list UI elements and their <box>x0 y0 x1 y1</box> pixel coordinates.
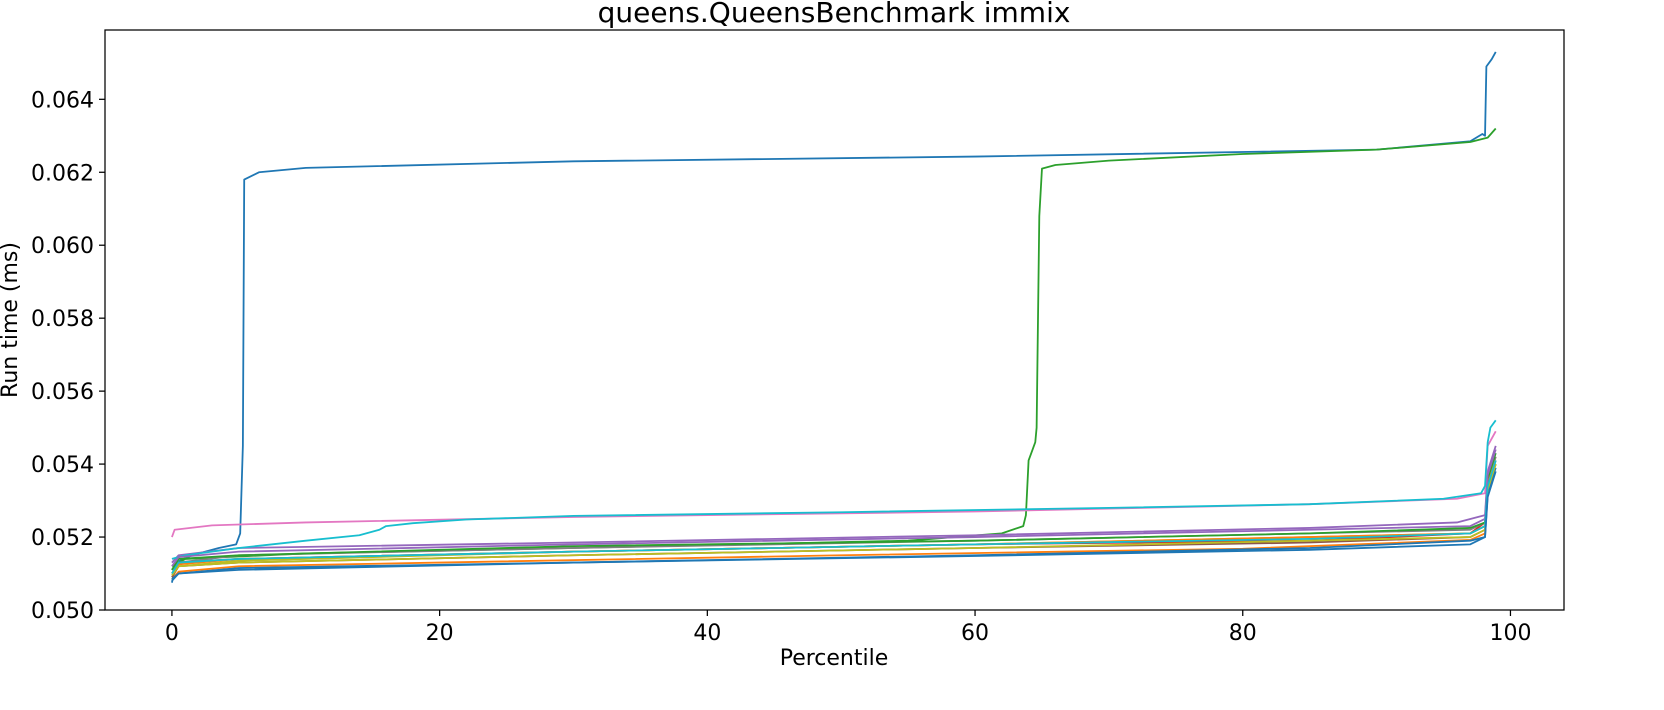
y-tick-label: 0.052 <box>31 526 94 551</box>
chart-title: queens.QueensBenchmark immix <box>598 0 1071 29</box>
x-tick-label: 60 <box>961 621 989 646</box>
y-axis-ticks: 0.050 0.052 0.054 0.056 0.058 0.060 0.062 0.064 <box>31 88 105 624</box>
series-line-7 <box>171 430 1497 538</box>
y-axis-label: Run time (ms) <box>0 242 23 398</box>
y-tick-label: 0.064 <box>31 88 94 113</box>
series-line-3 <box>171 127 1497 568</box>
series-layer <box>171 51 1497 583</box>
y-tick-label: 0.054 <box>31 453 94 478</box>
x-tick-label: 40 <box>693 621 721 646</box>
series-line-1 <box>171 51 1497 583</box>
x-tick-label: 80 <box>1229 621 1257 646</box>
y-tick-label: 0.062 <box>31 161 94 186</box>
series-line-10 <box>171 419 1497 560</box>
plot-frame <box>104 29 1565 611</box>
x-tick-label: 100 <box>1489 621 1531 646</box>
series-line-16 <box>171 460 1497 574</box>
series-line-17 <box>171 471 1497 580</box>
y-tick-label: 0.058 <box>31 307 94 332</box>
x-tick-label: 20 <box>426 621 454 646</box>
y-tick-label: 0.050 <box>31 599 94 624</box>
x-tick-label: 0 <box>165 621 179 646</box>
y-tick-label: 0.056 <box>31 380 94 405</box>
y-tick-label: 0.060 <box>31 234 94 259</box>
x-axis-label: Percentile <box>780 646 889 671</box>
x-axis-ticks: 0 20 40 60 80 100 <box>165 610 1531 646</box>
